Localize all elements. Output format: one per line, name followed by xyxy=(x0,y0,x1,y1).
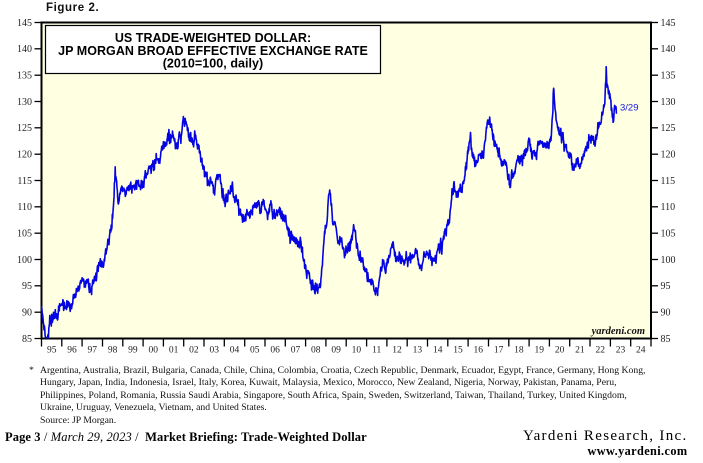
svg-text:130: 130 xyxy=(17,97,32,108)
svg-text:08: 08 xyxy=(311,346,321,356)
svg-text:145: 145 xyxy=(661,18,676,29)
svg-text:05: 05 xyxy=(250,346,260,356)
svg-text:yardeni.com: yardeni.com xyxy=(590,326,645,337)
svg-text:125: 125 xyxy=(661,123,676,134)
svg-text:96: 96 xyxy=(67,346,77,356)
svg-text:18: 18 xyxy=(514,346,524,356)
svg-text:140: 140 xyxy=(661,44,676,55)
svg-text:85: 85 xyxy=(22,334,32,345)
svg-text:09: 09 xyxy=(331,346,341,356)
svg-text:04: 04 xyxy=(230,346,240,356)
svg-text:100: 100 xyxy=(17,255,32,266)
svg-text:85: 85 xyxy=(661,334,671,345)
svg-text:10: 10 xyxy=(352,346,362,356)
svg-text:120: 120 xyxy=(661,150,676,161)
svg-text:(2010=100, daily): (2010=100, daily) xyxy=(163,57,264,71)
svg-text:03: 03 xyxy=(209,346,219,356)
svg-text:23: 23 xyxy=(616,346,626,356)
svg-text:12: 12 xyxy=(392,346,402,356)
svg-text:98: 98 xyxy=(108,346,118,356)
svg-text:02: 02 xyxy=(189,346,199,356)
svg-text:20: 20 xyxy=(555,346,565,356)
svg-text:14: 14 xyxy=(433,346,443,356)
svg-text:140: 140 xyxy=(17,44,32,55)
svg-text:16: 16 xyxy=(474,346,484,356)
svg-text:145: 145 xyxy=(17,18,32,29)
svg-text:22: 22 xyxy=(595,346,605,356)
svg-text:125: 125 xyxy=(17,123,32,134)
svg-text:07: 07 xyxy=(291,346,301,356)
svg-text:135: 135 xyxy=(661,71,676,82)
svg-text:97: 97 xyxy=(88,346,98,356)
svg-text:15: 15 xyxy=(453,346,463,356)
svg-text:115: 115 xyxy=(661,176,676,187)
svg-text:135: 135 xyxy=(17,71,32,82)
svg-text:3/29: 3/29 xyxy=(620,103,639,114)
svg-text:95: 95 xyxy=(661,281,671,292)
svg-text:01: 01 xyxy=(169,346,179,356)
svg-text:100: 100 xyxy=(661,255,676,266)
svg-text:11: 11 xyxy=(372,346,381,356)
svg-text:115: 115 xyxy=(17,176,32,187)
svg-text:06: 06 xyxy=(270,346,280,356)
svg-text:17: 17 xyxy=(494,346,504,356)
svg-text:105: 105 xyxy=(661,229,676,240)
svg-text:105: 105 xyxy=(17,229,32,240)
svg-text:95: 95 xyxy=(47,346,57,356)
svg-text:90: 90 xyxy=(22,308,32,319)
svg-text:US TRADE-WEIGHTED DOLLAR:: US TRADE-WEIGHTED DOLLAR: xyxy=(115,31,311,45)
svg-text:13: 13 xyxy=(413,346,423,356)
svg-text:110: 110 xyxy=(661,202,676,213)
svg-text:99: 99 xyxy=(128,346,138,356)
svg-text:130: 130 xyxy=(661,97,676,108)
svg-text:19: 19 xyxy=(535,346,545,356)
svg-text:00: 00 xyxy=(148,346,158,356)
svg-text:90: 90 xyxy=(661,308,671,319)
svg-text:110: 110 xyxy=(17,202,32,213)
svg-text:24: 24 xyxy=(636,346,646,356)
svg-text:21: 21 xyxy=(575,346,585,356)
svg-text:120: 120 xyxy=(17,150,32,161)
svg-text:95: 95 xyxy=(22,281,32,292)
svg-text:JP MORGAN BROAD EFFECTIVE EXCH: JP MORGAN BROAD EFFECTIVE EXCHANGE RATE xyxy=(58,44,368,58)
